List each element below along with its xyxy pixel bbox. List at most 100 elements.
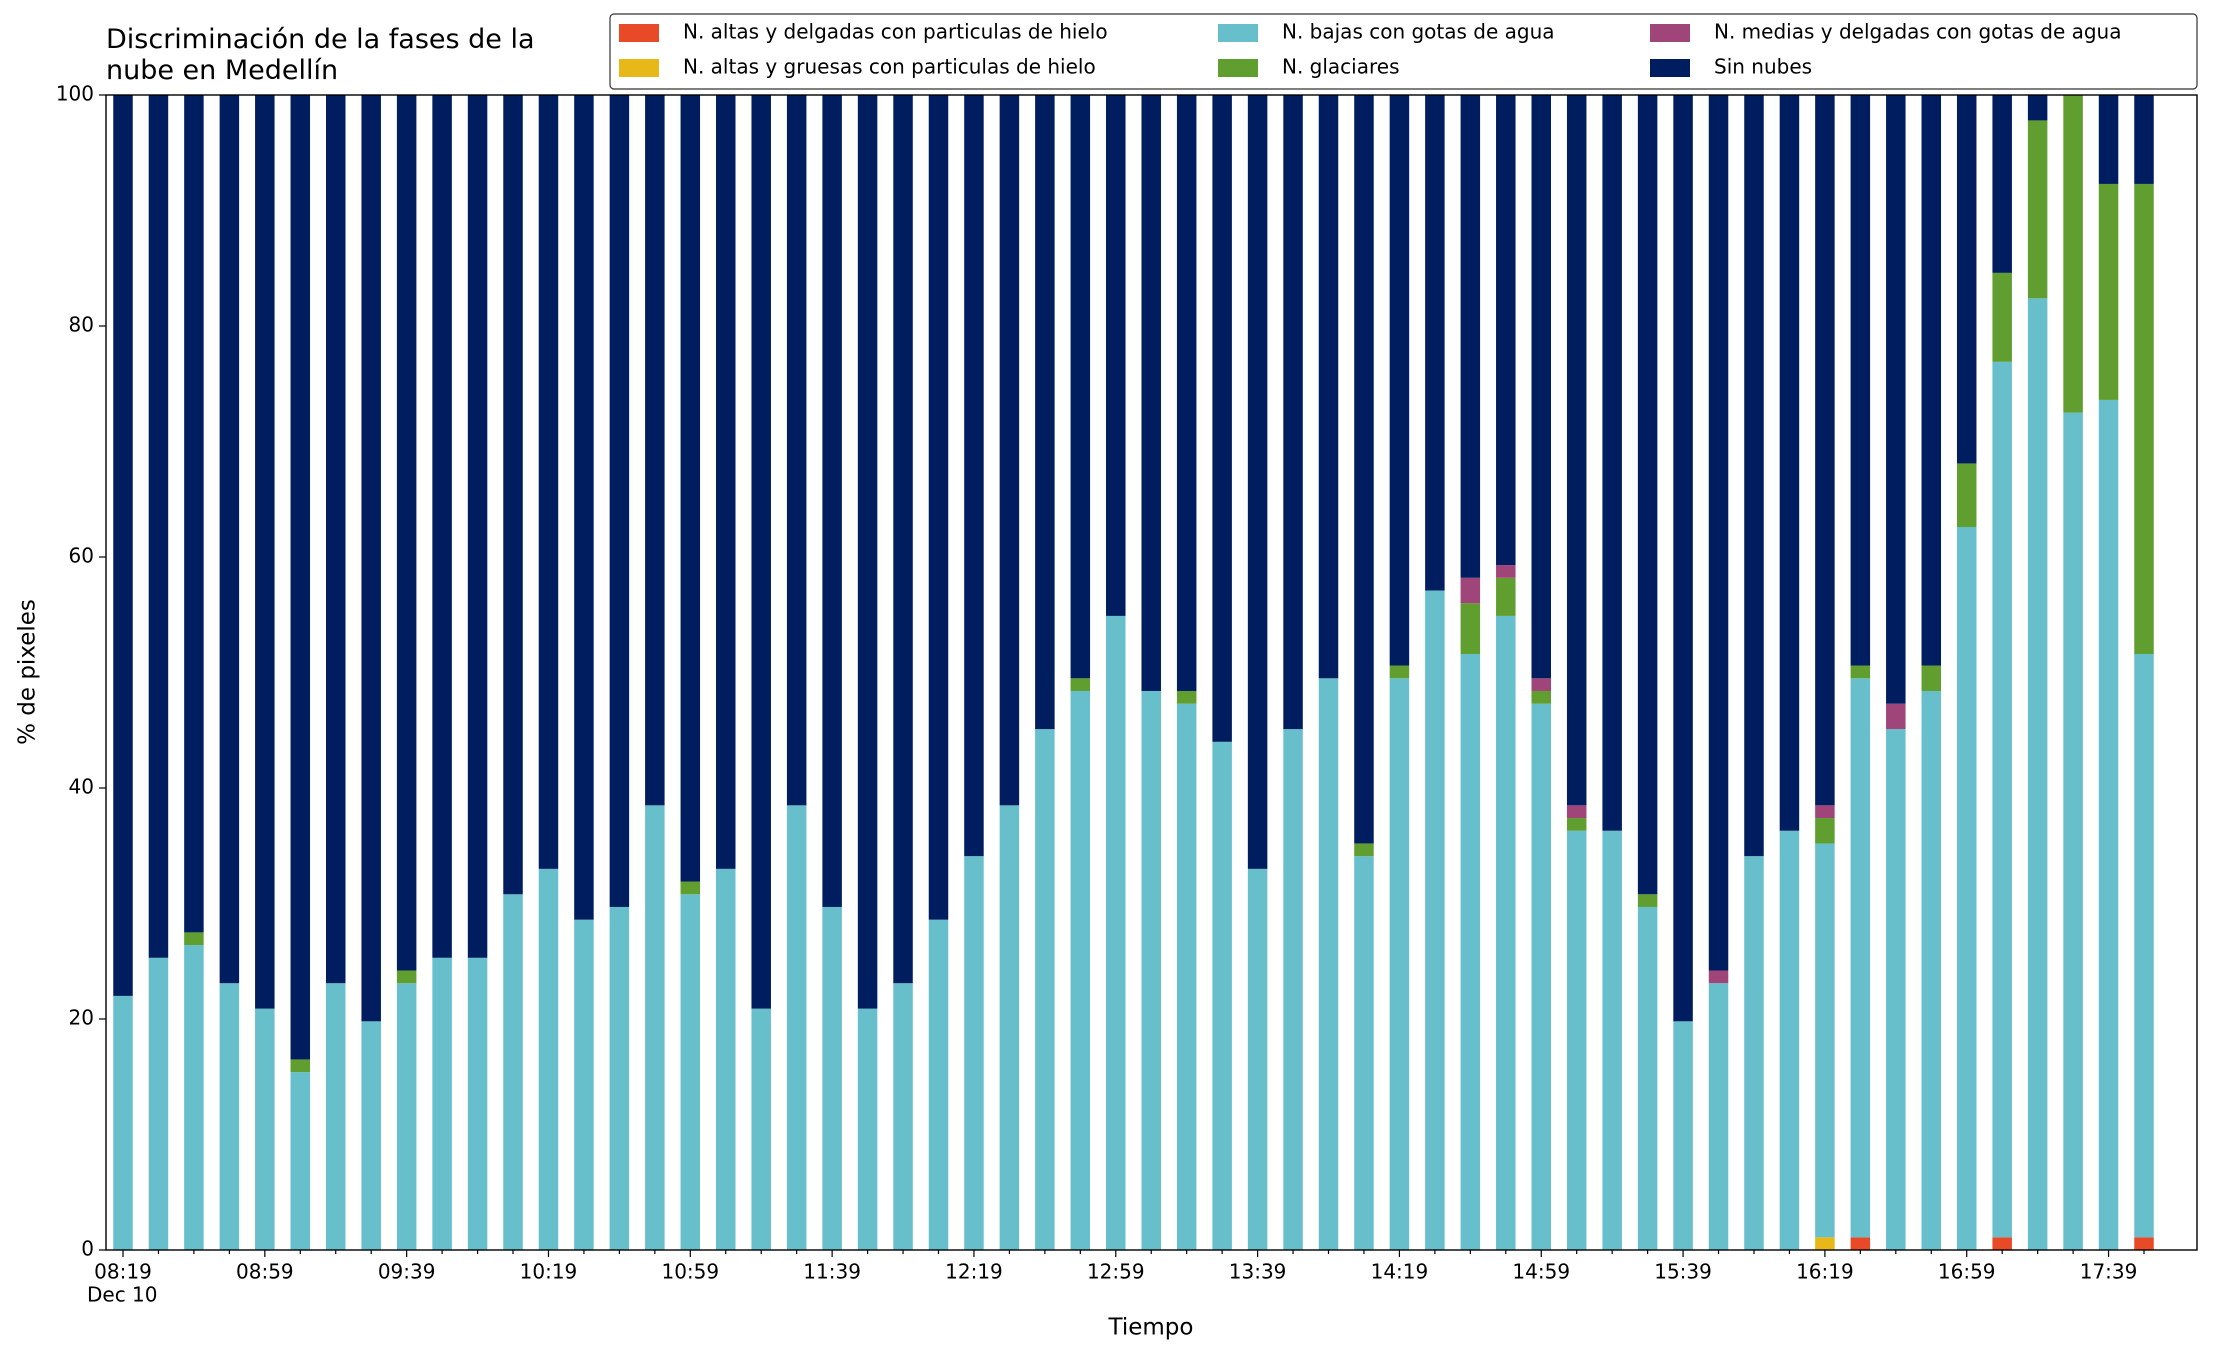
bar-segment <box>538 95 559 869</box>
bar-segment <box>1212 741 1232 1250</box>
bar-segment <box>964 856 984 1250</box>
bar-segment <box>467 95 488 958</box>
bar-segment <box>467 957 488 1250</box>
bar-segment <box>1354 843 1374 857</box>
bar-segment <box>1992 272 2012 362</box>
bar-segment <box>893 95 913 984</box>
plot-frame <box>105 94 2198 1251</box>
chart-title: Discriminación de la fases de la nube en … <box>106 24 535 86</box>
bar-segment <box>1176 703 1197 1250</box>
legend-label: N. altas y gruesas con particulas de hie… <box>683 55 1096 79</box>
bar-segment <box>822 906 842 1250</box>
bar-segment <box>1850 665 1871 679</box>
x-tick-label: 12:59 <box>1087 1260 1145 1284</box>
bar-segment <box>609 95 630 907</box>
bar-segment <box>574 919 594 1250</box>
bar-segment <box>2134 95 2154 184</box>
bar-segment <box>2027 95 2048 121</box>
bar-segment <box>1531 95 1551 679</box>
bar-segment <box>1673 1021 1693 1250</box>
bar-segment <box>1354 95 1374 844</box>
bar-segment <box>1247 95 1268 869</box>
bar-segment <box>2134 183 2154 655</box>
bar-segment <box>290 1072 311 1250</box>
bar-segment <box>1744 856 1764 1250</box>
bar-segment <box>1815 843 1835 1238</box>
y-tick-label: 20 <box>69 1006 94 1030</box>
bar-segment <box>1496 95 1516 566</box>
bar-segment <box>2063 95 2083 413</box>
bar-segment <box>184 95 204 933</box>
bar-segment <box>2098 183 2119 400</box>
x-tick-label: 14:59 <box>1512 1260 1570 1284</box>
bar-segment <box>1389 678 1410 1250</box>
bar-segment <box>751 95 771 1009</box>
x-tick-label: 16:59 <box>1938 1260 1996 1284</box>
bar-segment <box>361 1021 381 1250</box>
bar-segment <box>928 919 949 1250</box>
x-date-label: Dec 10 <box>87 1283 158 1307</box>
bar-segment <box>1779 95 1800 831</box>
bar-segment <box>396 983 417 1250</box>
bar-segment <box>1425 95 1445 591</box>
bar-segment <box>680 95 701 882</box>
bar-segment <box>1247 868 1268 1250</box>
bar-segment <box>1389 665 1410 679</box>
x-tick-label: 09:39 <box>378 1260 436 1284</box>
legend-swatch <box>1218 59 1258 77</box>
bar-segment <box>2134 1237 2154 1250</box>
bar-segment <box>1566 830 1587 1250</box>
legend-label: N. bajas con gotas de agua <box>1282 20 1555 44</box>
x-tick-label: 10:59 <box>661 1260 719 1284</box>
legend-box <box>609 13 2198 90</box>
bar-segment <box>1708 970 1729 984</box>
bar-segment <box>1886 703 1906 730</box>
bar-segment <box>1886 729 1906 1250</box>
bar-segment <box>1283 95 1303 730</box>
legend-label: N. medias y delgadas con gotas de agua <box>1714 20 2122 44</box>
bar-segment <box>148 957 169 1250</box>
bar-segment <box>538 868 559 1250</box>
bar-segment <box>184 932 204 946</box>
x-axis-label: Tiempo <box>1108 1315 1194 1341</box>
x-tick-label: 12:19 <box>945 1260 1003 1284</box>
bar-segment <box>148 95 169 958</box>
y-tick-label: 40 <box>69 775 94 799</box>
bar-segment <box>1106 95 1126 616</box>
bar-segment <box>1496 565 1516 578</box>
bar-segment <box>645 95 665 806</box>
bar-segment <box>113 995 133 1250</box>
bar-segment <box>1318 678 1339 1250</box>
bar-segment <box>1566 818 1587 831</box>
bar-segment <box>609 906 630 1250</box>
y-tick-label: 80 <box>69 313 94 337</box>
bar-segment <box>1035 95 1055 730</box>
legend-swatch <box>1218 24 1258 42</box>
bar-segment <box>1141 690 1161 1250</box>
bar-segment <box>1637 95 1658 895</box>
bar-segment <box>325 983 346 1250</box>
y-tick-label: 60 <box>69 544 94 568</box>
bar-segment <box>786 95 807 806</box>
bar-segment <box>396 970 417 984</box>
legend-swatch <box>619 59 659 77</box>
bar-segment <box>1460 577 1481 604</box>
bar-segment <box>716 95 736 869</box>
bar-segment <box>1956 463 1977 527</box>
bar-segment <box>786 805 807 1250</box>
y-axis-label: % de pixeles <box>15 599 41 745</box>
x-tick-label: 08:19 <box>94 1260 152 1284</box>
bar-segment <box>1921 95 1942 666</box>
legend-label: N. altas y delgadas con particulas de hi… <box>683 20 1108 44</box>
x-tick-label: 14:19 <box>1371 1260 1429 1284</box>
legend-swatch <box>1650 24 1690 42</box>
x-tick-label: 17:39 <box>2080 1260 2138 1284</box>
bar-segment <box>1992 95 2012 273</box>
bar-segment <box>1354 856 1374 1250</box>
bar-segment <box>1992 1237 2012 1250</box>
bar-segment <box>503 894 523 1250</box>
bar-segment <box>1566 805 1587 819</box>
bar-segment <box>219 95 240 984</box>
bar-segment <box>1318 95 1339 679</box>
